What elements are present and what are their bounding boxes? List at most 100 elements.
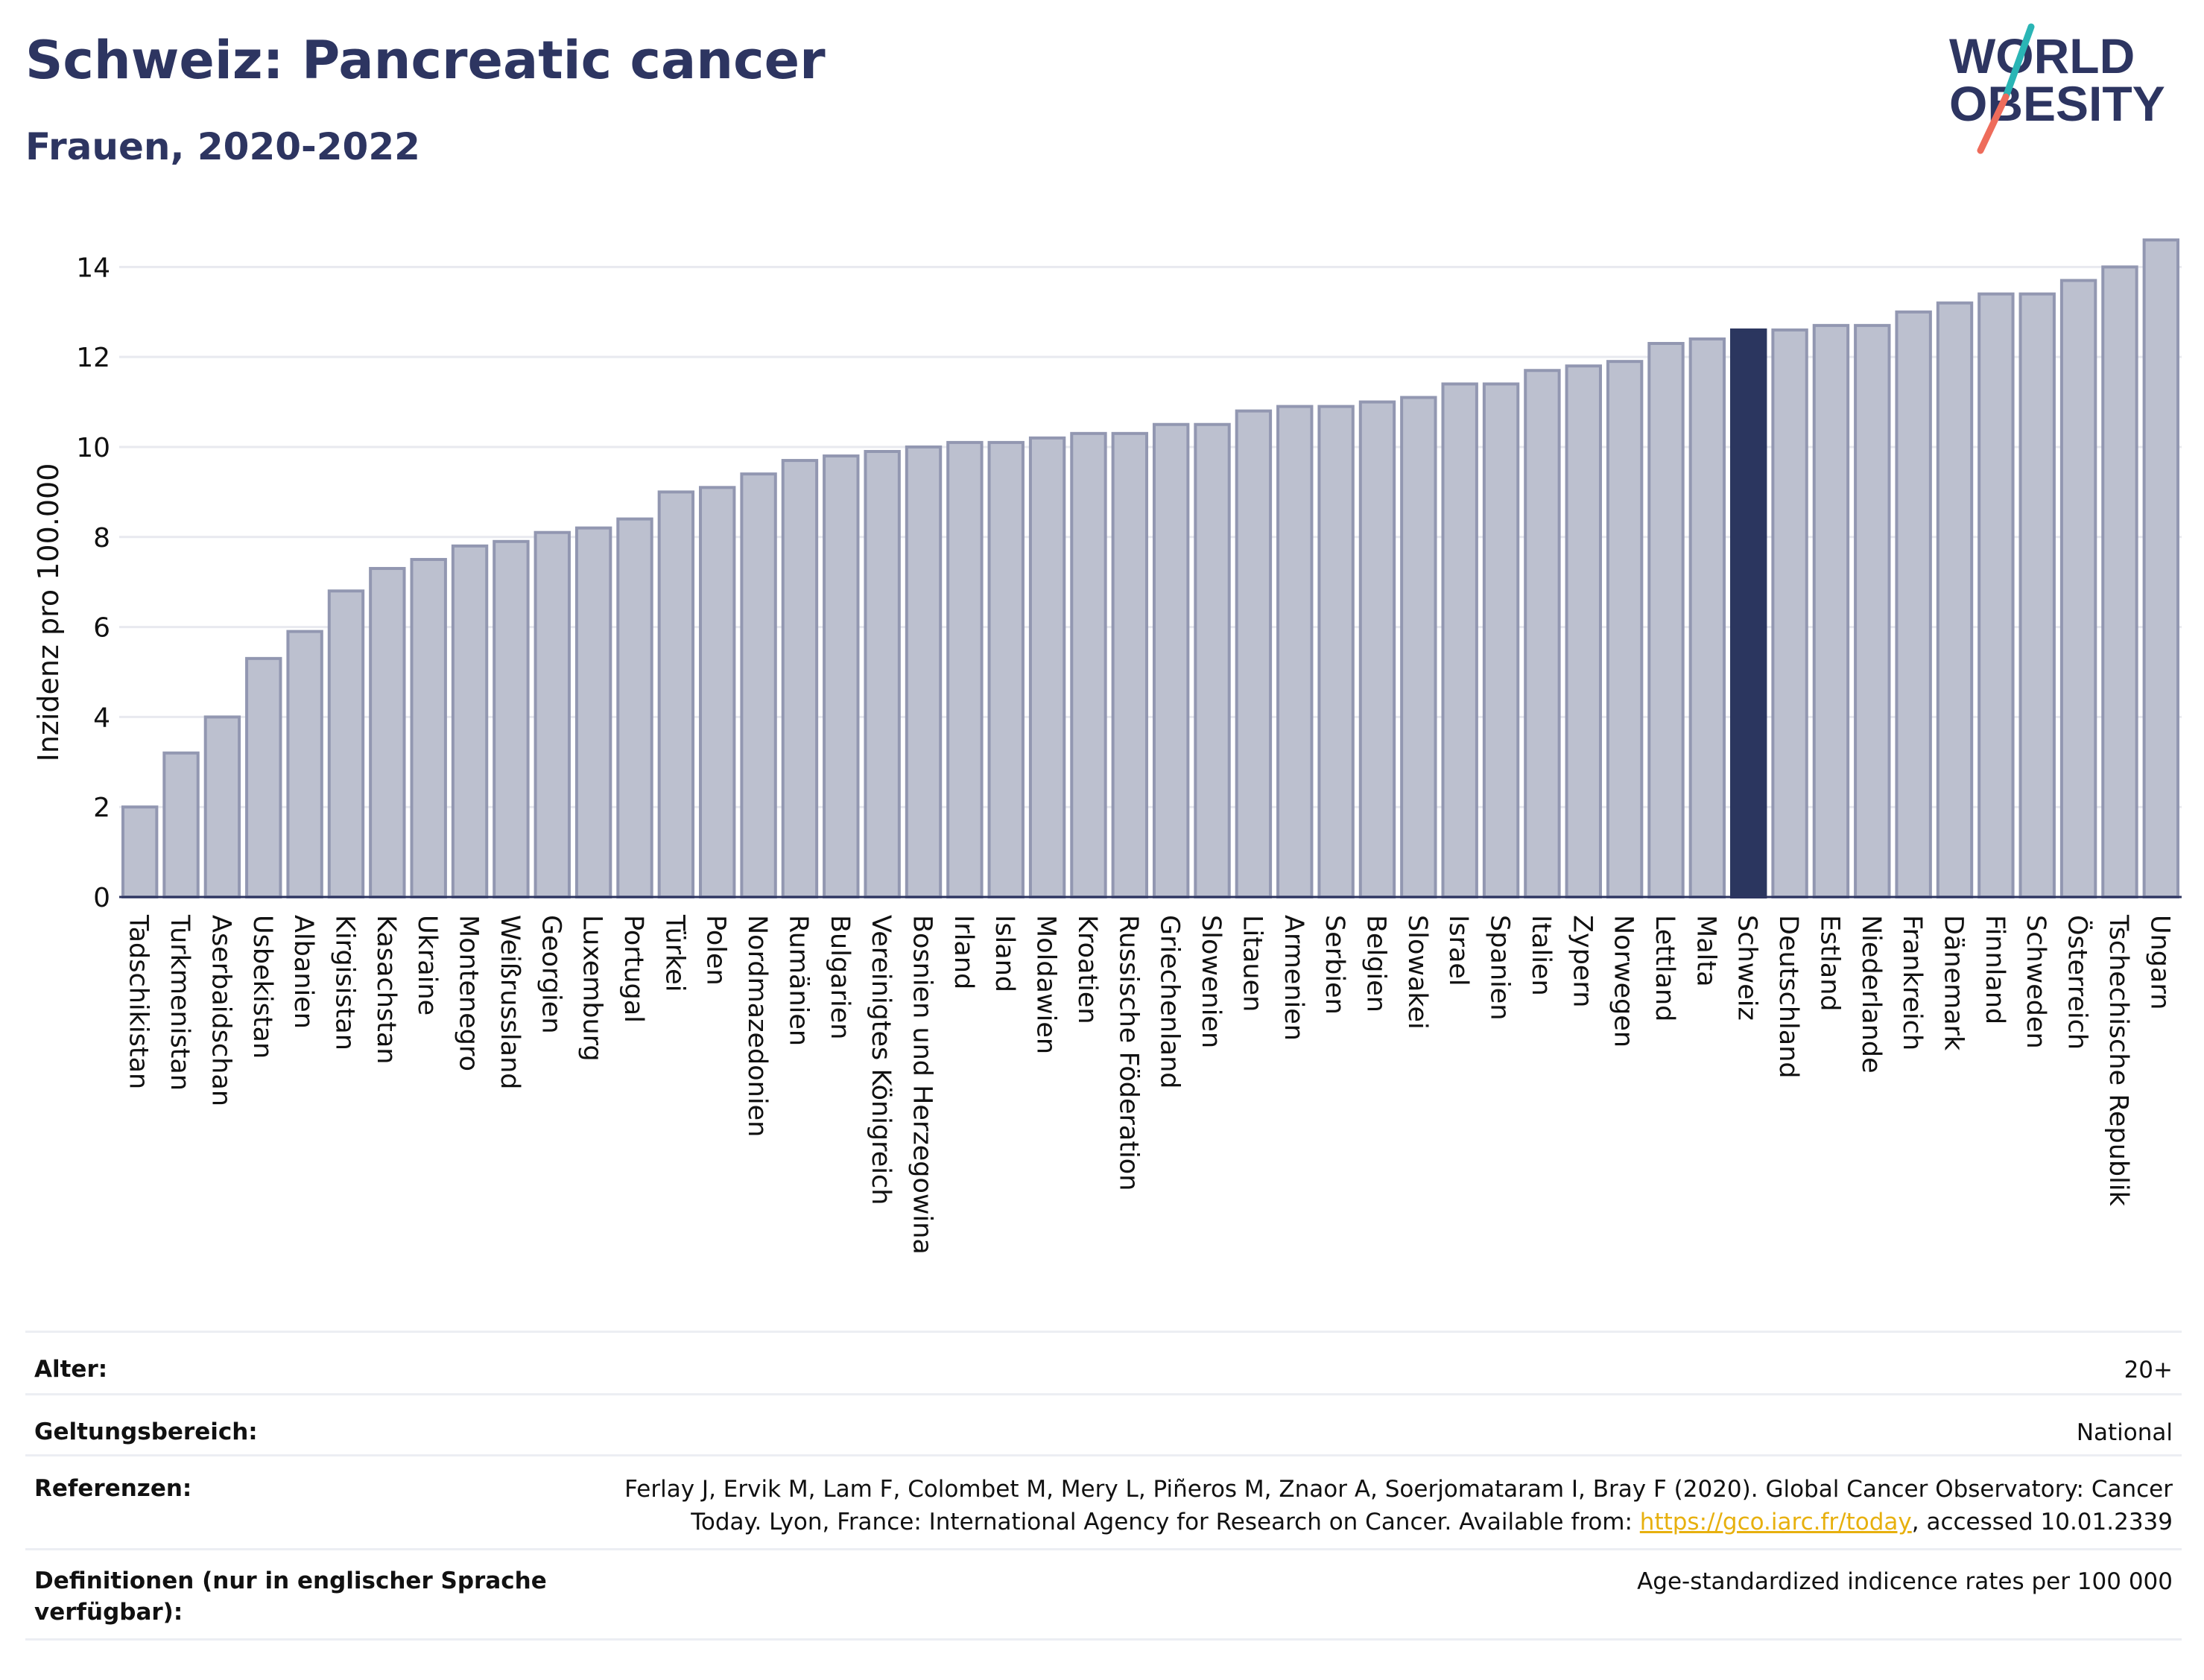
x-tick-luxemburg: Luxemburg [577, 915, 607, 1062]
bar-bosnien-und-herzegowina [905, 445, 943, 898]
scope-label: Geltungsbereich: [34, 1419, 258, 1445]
x-tick-turkmenistan: Turkmenistan [165, 914, 194, 1091]
logo-slash-teal [2002, 23, 2035, 101]
bar-norwegen [1606, 360, 1644, 899]
x-tick-zypern: Zypern [1567, 915, 1597, 1007]
bar-armenien [1276, 405, 1314, 898]
bar-schweiz [1730, 328, 1767, 898]
references-text-3: , accessed 10.01.2339 [1911, 1509, 2173, 1535]
x-tick-litauen: Litauen [1237, 915, 1267, 1012]
bar-italien [1524, 369, 1561, 898]
bar-island [987, 440, 1025, 898]
info-row-age: Alter: 20+ [25, 1331, 2182, 1393]
info-row-scope: Geltungsbereich: National [25, 1393, 2182, 1454]
x-tick-kasachstan: Kasachstan [371, 915, 401, 1064]
bar-wei-russland [493, 539, 530, 898]
bar-polen [699, 486, 736, 898]
x-tick-vereinigtes-k-nigreich: Vereinigtes Königreich [866, 915, 896, 1205]
x-tick-slowenien: Slowenien [1196, 915, 1226, 1048]
x-tick-moldawien: Moldawien [1031, 915, 1061, 1054]
bar-aserbaidschan [203, 715, 241, 898]
x-tick-spanien: Spanien [1485, 915, 1515, 1021]
x-tick-albanien: Albanien [288, 915, 318, 1029]
bar-estland [1812, 323, 1850, 898]
x-tick-kroatien: Kroatien [1072, 915, 1102, 1024]
bar-israel [1441, 382, 1478, 898]
x-tick-labels: Tadschikistan Turkmenistan Aserbaidschan Us… [124, 914, 2175, 1255]
x-tick-rum-nien: Rumänien [783, 915, 813, 1046]
bar-chart: 0 2 4 6 8 10 12 14 Tadschikistan Turkmenistan Ase… [32, 238, 2182, 1255]
x-tick-israel: Israel [1443, 915, 1473, 986]
definitions-value: Age-standardized indicence rates per 100… [1637, 1568, 2173, 1595]
bar-tschechische-republik [2101, 265, 2138, 898]
references-link[interactable]: https://gco.iarc.fr/today [1639, 1509, 1912, 1535]
x-tick-ungarn: Ungarn [2144, 915, 2174, 1009]
x-tick-italien: Italien [1526, 915, 1556, 996]
x-tick-bosnien-und-herzegowina: Bosnien und Herzegowina [908, 915, 937, 1255]
bar-deutschland [1771, 328, 1808, 898]
x-tick-serbien: Serbien [1320, 915, 1349, 1015]
y-tick-6: 6 [93, 613, 110, 644]
bar-griechenland [1152, 422, 1190, 898]
chart-title: Schweiz: Pancreatic cancer [25, 30, 826, 91]
bar-moldawien [1028, 436, 1066, 898]
x-tick-irland: Irland [949, 915, 978, 989]
logo-slash-coral [1977, 93, 2010, 154]
bar-litauen [1235, 409, 1273, 898]
bar-ungarn [2142, 238, 2180, 899]
logo-line2: OBESITY [1949, 76, 2165, 131]
bar-frankreich [1895, 310, 1932, 898]
y-tick-10: 10 [76, 433, 110, 463]
x-tick-niederlande: Niederlande [1856, 915, 1886, 1074]
info-row-references: Referenzen: Ferlay J, Ervik M, Lam F, Co… [25, 1454, 2182, 1548]
y-tick-2: 2 [93, 793, 110, 823]
bar-irland [946, 440, 984, 898]
references-text-2: Today. Lyon, France: International Agenc… [691, 1509, 1640, 1535]
bar-montenegro [451, 544, 489, 898]
bar-slowenien [1194, 422, 1231, 898]
x-tick-bulgarien: Bulgarien [825, 915, 855, 1039]
x-tick-lettland: Lettland [1650, 915, 1679, 1021]
references-value: Ferlay J, Ervik M, Lam F, Colombet M, Me… [624, 1473, 2173, 1538]
bar-bulgarien [823, 454, 860, 898]
x-tick-deutschland: Deutschland [1773, 915, 1803, 1079]
x-tick-aserbaidschan: Aserbaidschan [206, 915, 235, 1106]
x-tick-wei-russland: Weißrussland [495, 915, 525, 1089]
bar-belgien [1358, 400, 1396, 898]
bar-zypern [1565, 364, 1602, 899]
y-tick-14: 14 [76, 253, 110, 283]
info-table: Alter: 20+ Geltungsbereich: National Ref… [25, 1331, 2182, 1641]
bar-serbien [1317, 405, 1355, 898]
x-tick-schweiz: Schweiz [1732, 915, 1762, 1021]
y-tick-labels: 0 2 4 6 8 10 12 14 [76, 253, 110, 913]
bar-luxemburg [574, 526, 612, 898]
x-tick-polen: Polen [701, 915, 731, 986]
bar-schweden [2018, 292, 2056, 898]
bar-georgien [533, 530, 571, 898]
x-tick-tadschikistan: Tadschikistan [124, 914, 153, 1089]
bar-portugal [616, 517, 653, 898]
x-tick-kirgisistan: Kirgisistan [329, 915, 359, 1050]
x-tick-finnland: Finnland [1980, 915, 2010, 1024]
x-tick-armenien: Armenien [1279, 915, 1308, 1041]
age-label: Alter: [34, 1356, 108, 1383]
x-tick-d-nemark: Dänemark [1939, 915, 1969, 1051]
x-tick--sterreich: Österreich [2062, 915, 2094, 1050]
chart-subtitle: Frauen, 2020-2022 [25, 125, 420, 168]
bar-nordmazedonien [740, 472, 777, 898]
bar-d-nemark [1936, 301, 1974, 899]
x-tick-ukraine: Ukraine [412, 915, 442, 1015]
x-tick-usbekistan: Usbekistan [247, 915, 277, 1059]
bar-usbekistan [245, 656, 282, 899]
bar-kasachstan [369, 567, 406, 898]
logo-line1: WORLD [1949, 28, 2135, 83]
x-tick-schweden: Schweden [2021, 915, 2051, 1049]
bar-t-rkei [657, 490, 695, 898]
bar-turkmenistan [162, 751, 200, 898]
x-tick-russische-f-deration: Russische Föderation [1113, 915, 1143, 1191]
bar-slowakei [1400, 396, 1437, 898]
x-tick-georgien: Georgien [536, 915, 566, 1034]
x-tick-griechenland: Griechenland [1155, 915, 1185, 1088]
bar-niederlande [1854, 323, 1891, 898]
bar-kirgisistan [327, 589, 365, 898]
